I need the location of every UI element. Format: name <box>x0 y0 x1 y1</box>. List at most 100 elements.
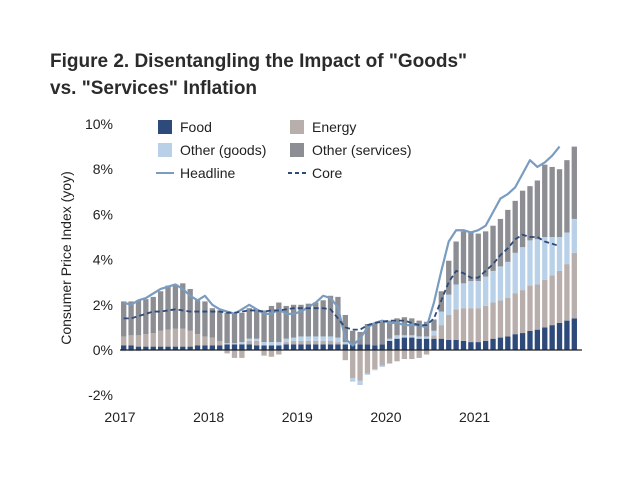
bar-food <box>542 327 548 350</box>
bar-other-goods <box>571 218 577 253</box>
bar-other-services <box>564 160 570 233</box>
bar-energy <box>446 314 452 340</box>
x-tick-label: 2021 <box>459 409 490 425</box>
bar-energy <box>549 275 555 326</box>
bar-food <box>135 346 142 350</box>
bar-food <box>121 345 127 350</box>
bar-other-services <box>231 312 238 344</box>
bar-food <box>335 344 341 350</box>
bar-food <box>490 338 496 350</box>
bar-other-goods <box>423 336 430 339</box>
bar-food <box>460 340 467 350</box>
bar-other-services <box>549 166 555 237</box>
bar-food <box>416 338 422 350</box>
bar-other-services <box>165 285 171 330</box>
bar-food <box>239 344 245 350</box>
bar-energy <box>128 335 134 346</box>
bar-other-services <box>571 146 577 219</box>
bar-other-services <box>409 318 415 336</box>
bar-energy <box>209 337 215 346</box>
bar-energy <box>121 336 127 346</box>
bar-energy <box>261 350 267 356</box>
x-tick-label: 2018 <box>193 409 224 425</box>
bar-other-goods <box>446 294 452 315</box>
bar-energy <box>394 350 400 362</box>
bar-energy <box>460 308 467 341</box>
bar-food <box>224 344 230 350</box>
bar-energy <box>283 342 289 345</box>
legend-swatch <box>290 143 304 157</box>
bar-other-services <box>305 303 312 337</box>
bar-food <box>512 334 518 350</box>
bar-other-services <box>128 301 134 336</box>
bar-food <box>483 340 489 350</box>
bar-food <box>549 325 555 350</box>
bar-other-goods <box>246 338 252 341</box>
bar-other-services <box>342 314 348 343</box>
bar-other-services <box>276 302 282 343</box>
legend-label: Other (goods) <box>180 142 266 158</box>
bar-other-services <box>150 296 156 334</box>
bar-other-goods <box>305 336 312 341</box>
bar-other-goods <box>268 342 275 346</box>
bar-other-goods <box>534 239 541 285</box>
bar-other-goods <box>519 247 526 291</box>
bar-other-goods <box>231 343 238 345</box>
bar-food <box>564 320 570 350</box>
bar-food <box>313 344 319 350</box>
bar-energy <box>379 350 385 366</box>
bar-other-services <box>180 283 186 329</box>
bar-other-services <box>254 309 260 339</box>
bar-energy <box>556 270 563 323</box>
bar-other-goods <box>460 283 467 309</box>
bar-energy <box>364 350 371 374</box>
bar-food <box>261 345 267 350</box>
bar-other-goods <box>327 336 334 341</box>
bar-food <box>394 338 400 350</box>
bar-energy <box>542 279 548 328</box>
bar-food <box>505 336 511 350</box>
bar-other-services <box>187 288 193 331</box>
bar-food <box>305 344 312 350</box>
bar-other-services <box>490 225 496 271</box>
bar-food <box>438 338 444 350</box>
bar-food <box>128 345 134 350</box>
bar-other-services <box>401 317 408 336</box>
bar-energy <box>423 350 430 355</box>
bar-food <box>209 345 215 350</box>
bar-food <box>446 339 452 350</box>
legend-label: Food <box>180 119 212 135</box>
bar-energy <box>497 300 504 338</box>
x-tick-label: 2019 <box>282 409 313 425</box>
legend-item-headline: Headline <box>156 165 235 181</box>
bar-food <box>217 345 223 350</box>
bar-food <box>143 346 149 350</box>
bar-other-goods <box>505 261 511 299</box>
bar-other-services <box>157 291 164 331</box>
bar-other-services <box>224 312 230 344</box>
bar-food <box>556 322 563 350</box>
bar-energy <box>202 336 208 346</box>
legend-item-core: Core <box>288 165 343 181</box>
bar-energy <box>350 350 356 379</box>
bars <box>121 146 577 386</box>
y-tick-label: 2% <box>93 297 113 313</box>
bar-energy <box>416 350 422 358</box>
bar-energy <box>431 335 437 339</box>
bar-energy <box>290 340 297 345</box>
y-tick-label: 6% <box>93 206 113 222</box>
bar-energy <box>401 350 408 360</box>
bar-food <box>379 344 385 350</box>
bar-other-goods <box>239 342 245 345</box>
bar-other-goods <box>468 281 474 309</box>
bar-energy <box>135 335 142 347</box>
bar-other-services <box>519 190 526 248</box>
bar-food <box>283 344 289 350</box>
legend: Food Energy Other (goods) Other (services) H… <box>156 119 412 181</box>
bar-other-goods <box>290 337 297 341</box>
bar-other-goods <box>394 335 400 339</box>
bar-food <box>276 345 282 350</box>
legend-item-food: Food <box>158 119 212 135</box>
y-tick-label: -2% <box>88 387 113 403</box>
